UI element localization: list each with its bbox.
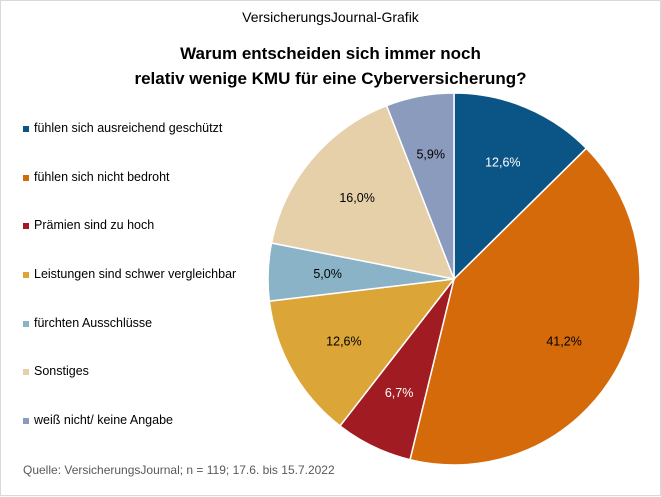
legend-swatch xyxy=(23,418,29,425)
legend-item-fuehlen-sich-ausreichend-geschuetzt: fühlen sich ausreichend geschützt xyxy=(23,121,263,170)
source-note: Quelle: VersicherungsJournal; n = 119; 1… xyxy=(23,463,335,477)
chart-legend: fühlen sich ausreichend geschützt fühlen … xyxy=(23,121,263,462)
legend-item-weiss-nicht-keine-angabe: weiß nicht/ keine Angabe xyxy=(23,413,263,462)
legend-item-leistungen-sind-schwer-vergleichbar: Leistungen sind schwer vergleichbar xyxy=(23,267,263,316)
pie-slice-fuehlen-sich-ausreichend-geschuetzt xyxy=(453,92,588,281)
data-label-weiss-nicht-keine-angabe: 5,9% xyxy=(416,148,445,162)
data-label-fuehlen-sich-ausreichend-geschuetzt: 12,6% xyxy=(485,155,520,169)
brand-caption: VersicherungsJournal-Grafik xyxy=(242,9,419,25)
data-label-sonstiges: 16,0% xyxy=(339,191,374,205)
pie-slice-weiss-nicht-keine-angabe xyxy=(385,92,455,280)
legend-label: fürchten Ausschlüsse xyxy=(34,315,153,330)
legend-label: Sonstiges xyxy=(34,364,89,379)
legend-swatch xyxy=(23,320,29,327)
legend-item-sonstiges: Sonstiges xyxy=(23,364,263,413)
pie-slice-sonstiges xyxy=(270,104,456,280)
legend-item-fuehlen-sich-nicht-bedroht: fühlen sich nicht bedroht xyxy=(23,170,263,219)
legend-swatch xyxy=(23,174,29,181)
chart-title-line-1: Warum entscheiden sich immer noch xyxy=(180,44,481,63)
pie-slice-fuehlen-sich-nicht-bedroht xyxy=(409,147,641,466)
legend-label: weiß nicht/ keine Angabe xyxy=(34,413,173,428)
legend-swatch xyxy=(23,369,29,376)
data-label-praemien-sind-zu-hoch: 6,7% xyxy=(385,386,414,400)
chart-title: Warum entscheiden sich immer noch relati… xyxy=(1,41,660,91)
legend-item-fuerchten-ausschluesse: fürchten Ausschlüsse xyxy=(23,316,263,365)
data-label-fuerchten-ausschluesse: 5,0% xyxy=(313,267,342,281)
chart-title-line-2: relativ wenige KMU für eine Cyberversich… xyxy=(134,69,527,88)
data-label-leistungen-sind-schwer-vergleichbar: 12,6% xyxy=(326,334,361,348)
legend-swatch xyxy=(23,223,29,230)
legend-label: Prämien sind zu hoch xyxy=(34,218,155,233)
legend-label: Leistungen sind schwer vergleichbar xyxy=(34,267,237,282)
legend-swatch xyxy=(23,272,29,279)
data-label-fuehlen-sich-nicht-bedroht: 41,2% xyxy=(546,334,581,348)
legend-item-praemien-sind-zu-hoch: Prämien sind zu hoch xyxy=(23,218,263,267)
legend-label: fühlen sich nicht bedroht xyxy=(34,169,170,184)
pie-slice-leistungen-sind-schwer-vergleichbar xyxy=(268,278,456,428)
legend-swatch xyxy=(23,126,29,132)
legend-label: fühlen sich ausreichend geschützt xyxy=(34,121,223,135)
